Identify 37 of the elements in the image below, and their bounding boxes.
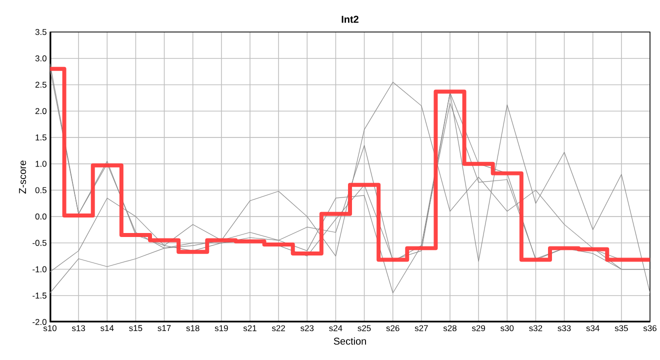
y-tick-label: 3.0 [35, 55, 46, 62]
x-tick-label: s22 [272, 325, 285, 332]
x-tick-label: s27 [414, 325, 428, 332]
y-tick-label: 3.5 [35, 29, 46, 35]
x-tick-label: s34 [586, 325, 600, 332]
x-tick-label: s19 [214, 325, 228, 332]
y-tick-label: -1.5 [32, 292, 46, 299]
chart-title: Int2 [342, 16, 358, 23]
x-tick-label: s10 [43, 325, 56, 332]
x-tick-label: s15 [129, 325, 142, 332]
y-axis-title: Z-score [19, 160, 26, 194]
x-tick-label: s26 [386, 325, 400, 332]
x-tick-label: s25 [358, 325, 371, 332]
x-tick-label: s32 [529, 325, 542, 332]
y-tick-label: 2.0 [35, 108, 46, 114]
x-tick-label: s24 [329, 325, 342, 332]
y-tick-label: 1.0 [36, 160, 46, 167]
x-tick-label: s18 [186, 325, 200, 332]
y-tick-label: 1.5 [36, 134, 46, 140]
x-tick-label: s30 [500, 325, 514, 332]
x-tick-label: s23 [300, 325, 314, 332]
x-tick-label: s17 [158, 325, 171, 332]
y-tick-label: -2.0 [32, 319, 46, 325]
x-tick-label: s28 [443, 325, 456, 332]
y-tick-label: 0.5 [35, 187, 46, 194]
y-tick-label: 2.5 [35, 82, 46, 88]
y-tick-label: -0.5 [32, 240, 46, 246]
x-tick-label: s14 [100, 325, 114, 332]
y-tick-label: 0.0 [35, 214, 46, 220]
y-tick-label: -1.0 [32, 266, 46, 272]
x-tick-label: s13 [72, 325, 86, 332]
x-tick-label: s36 [643, 325, 656, 332]
x-tick-label: s29 [472, 325, 486, 332]
x-axis-title: Section [334, 337, 366, 345]
x-tick-label: s21 [243, 325, 256, 332]
x-tick-label: s35 [614, 325, 628, 332]
x-tick-label: s33 [558, 325, 571, 332]
